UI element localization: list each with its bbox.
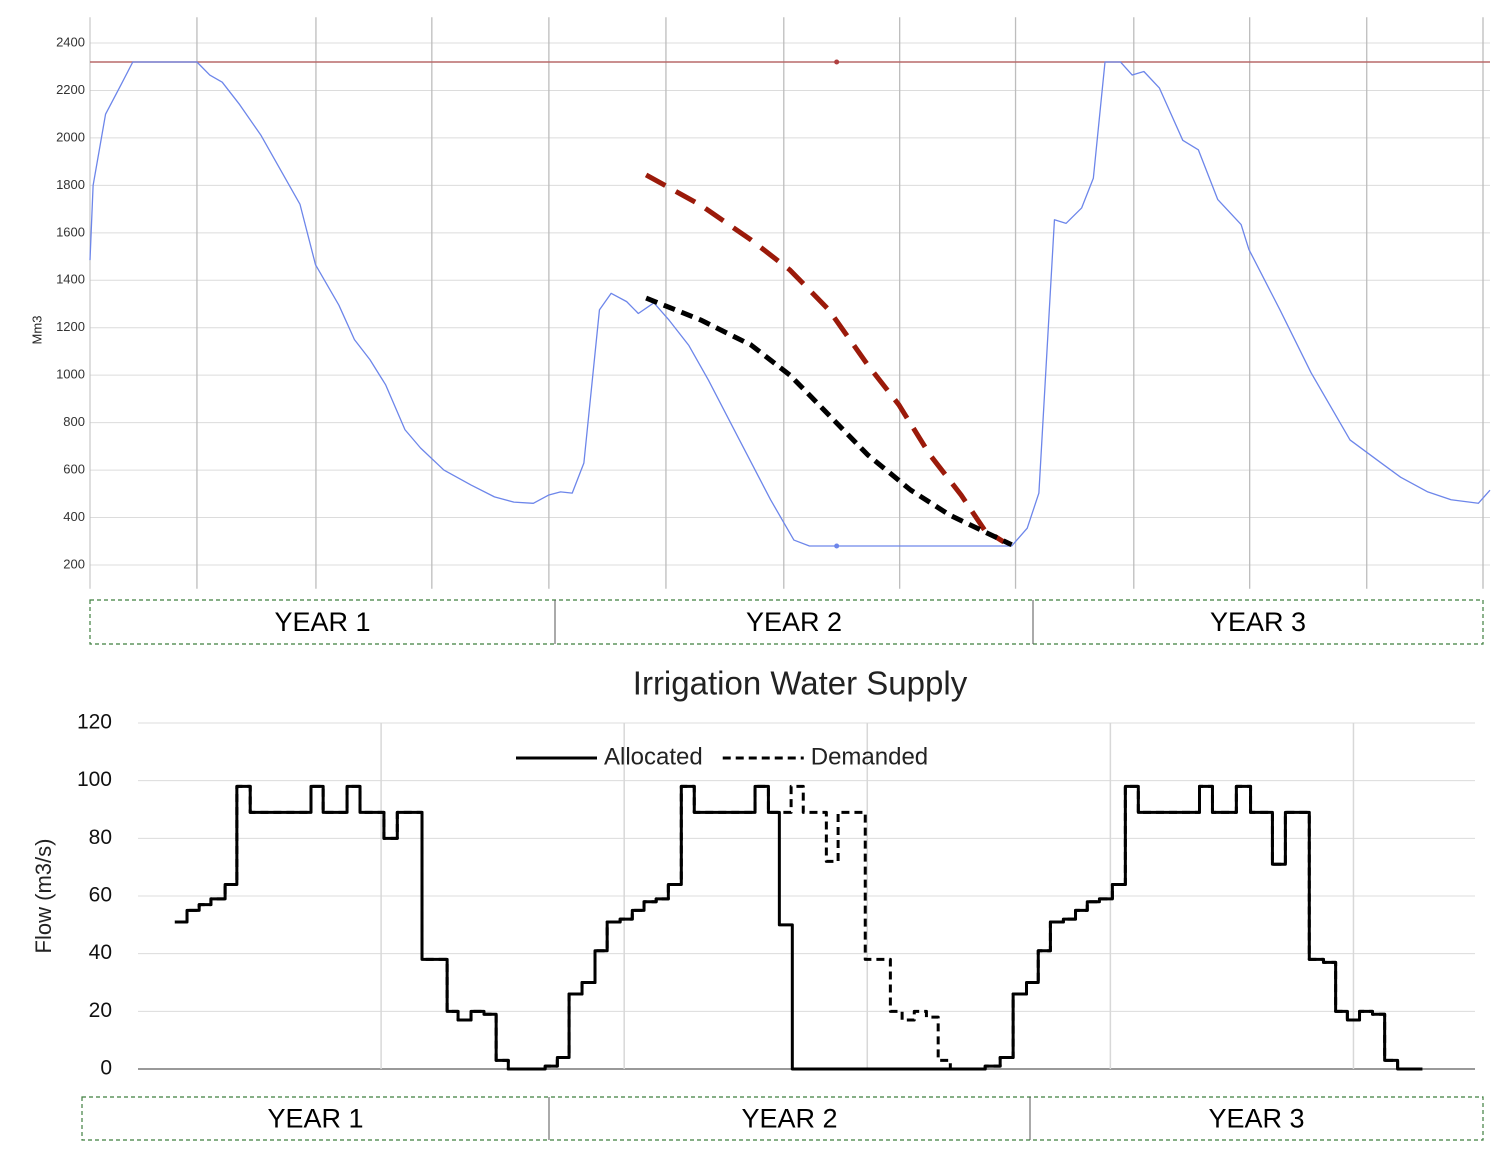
- y-axis-label: Flow (m3/s): [31, 839, 56, 954]
- y-tick-label: 2200: [56, 82, 85, 97]
- series-line: [174, 784, 1423, 1071]
- y-tick-label: 80: [89, 826, 112, 849]
- marker: [834, 59, 840, 65]
- y-tick-label: 20: [89, 999, 112, 1022]
- period-label: YEAR 3: [1208, 1104, 1304, 1134]
- period-label: YEAR 1: [267, 1104, 363, 1134]
- marker: [834, 543, 840, 549]
- y-tick-label: 100: [77, 768, 112, 791]
- period-label: YEAR 3: [1210, 607, 1306, 637]
- y-tick-label: 800: [63, 414, 85, 429]
- period-label: YEAR 2: [746, 607, 842, 637]
- y-tick-label: 200: [63, 556, 85, 571]
- y-tick-label: 40: [89, 941, 112, 964]
- period-label: YEAR 2: [741, 1104, 837, 1134]
- period-label: YEAR 1: [274, 607, 370, 637]
- y-tick-label: 1200: [56, 319, 85, 334]
- series-line: [644, 172, 1006, 545]
- y-tick-label: 1600: [56, 224, 85, 239]
- y-tick-label: 400: [63, 509, 85, 524]
- y-axis-label: Mm3: [29, 316, 44, 345]
- series-line: [645, 295, 1013, 548]
- y-tick-label: 600: [63, 462, 85, 477]
- chart-title: Irrigation Water Supply: [633, 665, 968, 702]
- series-line: [89, 61, 1491, 547]
- y-tick-label: 1000: [56, 367, 85, 382]
- y-tick-label: 60: [89, 884, 112, 907]
- period-band: [89, 599, 1484, 645]
- legend-label: Allocated: [604, 743, 703, 770]
- y-tick-label: 1400: [56, 272, 85, 287]
- y-tick-label: 1800: [56, 177, 85, 192]
- series-line: [174, 784, 1423, 1071]
- y-tick-label: 2000: [56, 129, 85, 144]
- y-tick-label: 2400: [56, 34, 85, 49]
- legend-label: Demanded: [811, 743, 928, 770]
- y-tick-label: 120: [77, 711, 112, 734]
- period-band: [81, 1096, 1484, 1141]
- y-tick-label: 0: [100, 1057, 112, 1080]
